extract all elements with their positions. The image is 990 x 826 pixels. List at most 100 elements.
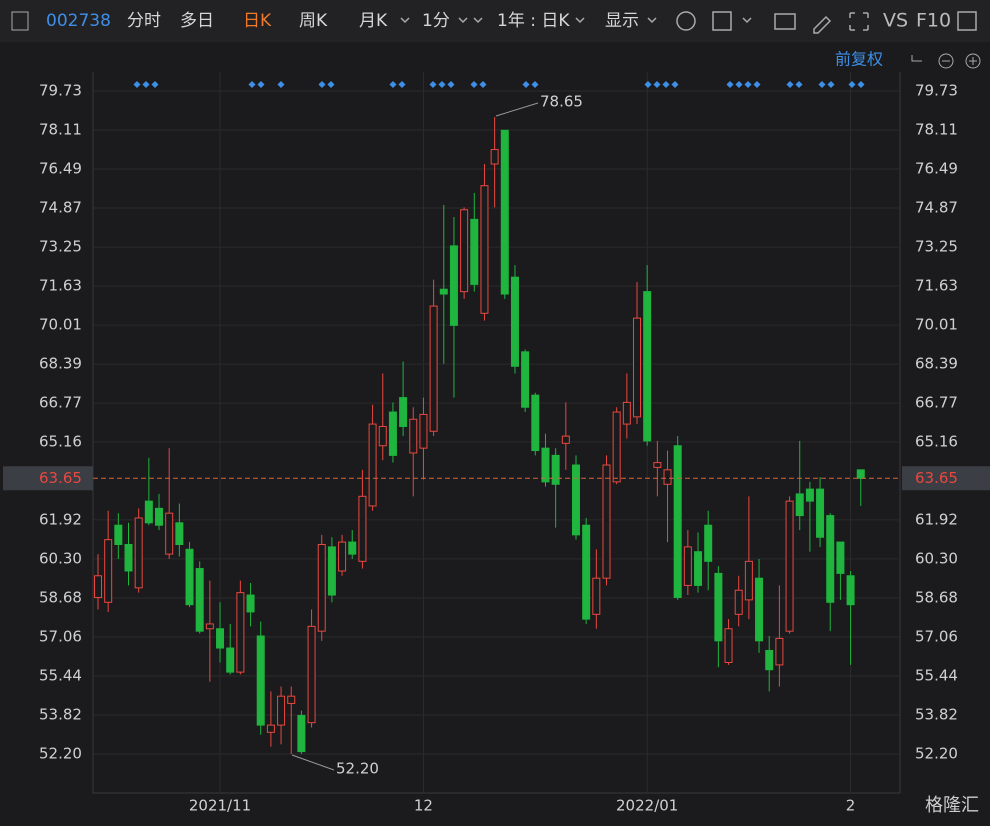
y-tick-label-right: 70.01 [915,316,958,334]
candle-body [378,425,387,447]
tab-active[interactable]: 日K [243,11,272,31]
signal-marker [653,80,661,89]
candle-body [612,411,621,483]
signal-marker [438,80,446,89]
candle-body [195,568,204,632]
candle-body [653,462,662,468]
plot: 79.73 79.73 78.11 78.11 76.49 76.49 74.87 74.87… [3,72,990,815]
signal-marker [662,80,670,89]
f10-button[interactable]: F10 [916,10,951,32]
y-tick-label-right: 52.20 [915,744,958,762]
signal-marker [531,80,539,89]
draw-icon[interactable] [712,11,732,31]
zoom-out[interactable] [938,53,954,69]
candle-body [277,695,286,726]
signal-marker [671,80,679,89]
settings-icon[interactable] [676,11,696,31]
signal-marker [857,80,865,89]
y-tick-label: 71.63 [39,277,82,295]
candle-body [704,524,713,562]
candle-body [805,488,814,502]
signal-marker [257,80,265,89]
annotation: 78.65 [540,93,583,111]
y-tick-label-right: 65.16 [915,432,958,450]
x-tick-label: 2 [846,797,856,815]
candle-body [287,695,296,704]
annotation: 52.20 [336,760,379,778]
candle-body [663,469,672,485]
tab[interactable]: 1年 : 日K [497,11,570,31]
candle-body [551,454,560,485]
candle-body [226,647,235,673]
signal-marker [795,80,803,89]
candle-body [571,464,580,536]
annotation-leader [291,754,335,771]
tab[interactable]: 1分 [422,11,450,31]
camera-icon[interactable] [774,13,796,30]
candle-body [338,541,347,572]
candle-body [734,589,743,615]
adjust-button[interactable]: 前复权 [835,50,883,69]
signal-marker [151,80,159,89]
signal-marker [644,80,652,89]
signal-marker [522,80,530,89]
candle-body [409,418,418,454]
candle-body [266,724,275,733]
last-price-label-right: 63.65 [915,469,958,487]
y-tick-label: 79.73 [39,82,82,100]
vs-button[interactable]: VS [883,10,908,32]
dropdown-arrows [400,17,752,24]
signal-marker [277,80,285,89]
signal-marker [389,80,397,89]
icon-strokes [911,55,977,65]
candle-body [755,577,764,642]
candle-body [521,351,530,408]
candle-body [124,543,133,572]
candle-body [531,394,540,452]
tab[interactable]: 分时 [127,11,161,31]
candle-body [500,129,509,295]
signal-marker [398,80,406,89]
signal-marker [818,80,826,89]
candle-body [582,524,591,620]
signal-marker [327,80,335,89]
candle-body [592,577,601,615]
tab[interactable]: 多日 [180,11,214,31]
zoom-in[interactable] [965,53,981,69]
tab[interactable]: 月K [359,11,388,31]
y-tick-label: 76.49 [39,160,82,178]
y-tick-label-right: 55.44 [915,666,958,684]
y-tick-label-right: 57.06 [915,627,958,645]
stock-code[interactable]: 002738 [46,11,111,31]
y-tick-label-right: 61.92 [915,510,958,528]
candle-body [155,507,164,526]
sidebar-icon[interactable] [11,11,29,31]
y-tick-label-right: 76.49 [915,160,958,178]
tab[interactable]: 显示 [605,11,639,31]
candle-body [419,413,428,449]
candle-body [633,317,642,418]
fullscreen-icon[interactable] [849,12,869,31]
y-tick-label-right: 79.73 [915,82,958,100]
candle-body [114,524,123,545]
candle-body [236,592,245,673]
candle-body [714,572,723,642]
last-price-box [3,466,93,491]
tab[interactable]: 周K [299,11,328,31]
y-tick-label-right: 66.77 [915,394,958,412]
pen-icon[interactable] [813,15,832,34]
y-tick-label: 78.11 [39,121,82,139]
candle-body [765,649,774,671]
toolbar [0,0,990,42]
panel-icon[interactable] [957,11,977,31]
candle-body [816,488,825,538]
candle-body [744,560,753,601]
candle-body [205,623,214,630]
signal-marker [479,80,487,89]
candle-body [561,435,570,444]
candle-body [368,423,377,507]
y-tick-label: 58.68 [39,588,82,606]
y-tick-label: 70.01 [39,316,82,334]
y-tick-label: 68.39 [39,355,82,373]
